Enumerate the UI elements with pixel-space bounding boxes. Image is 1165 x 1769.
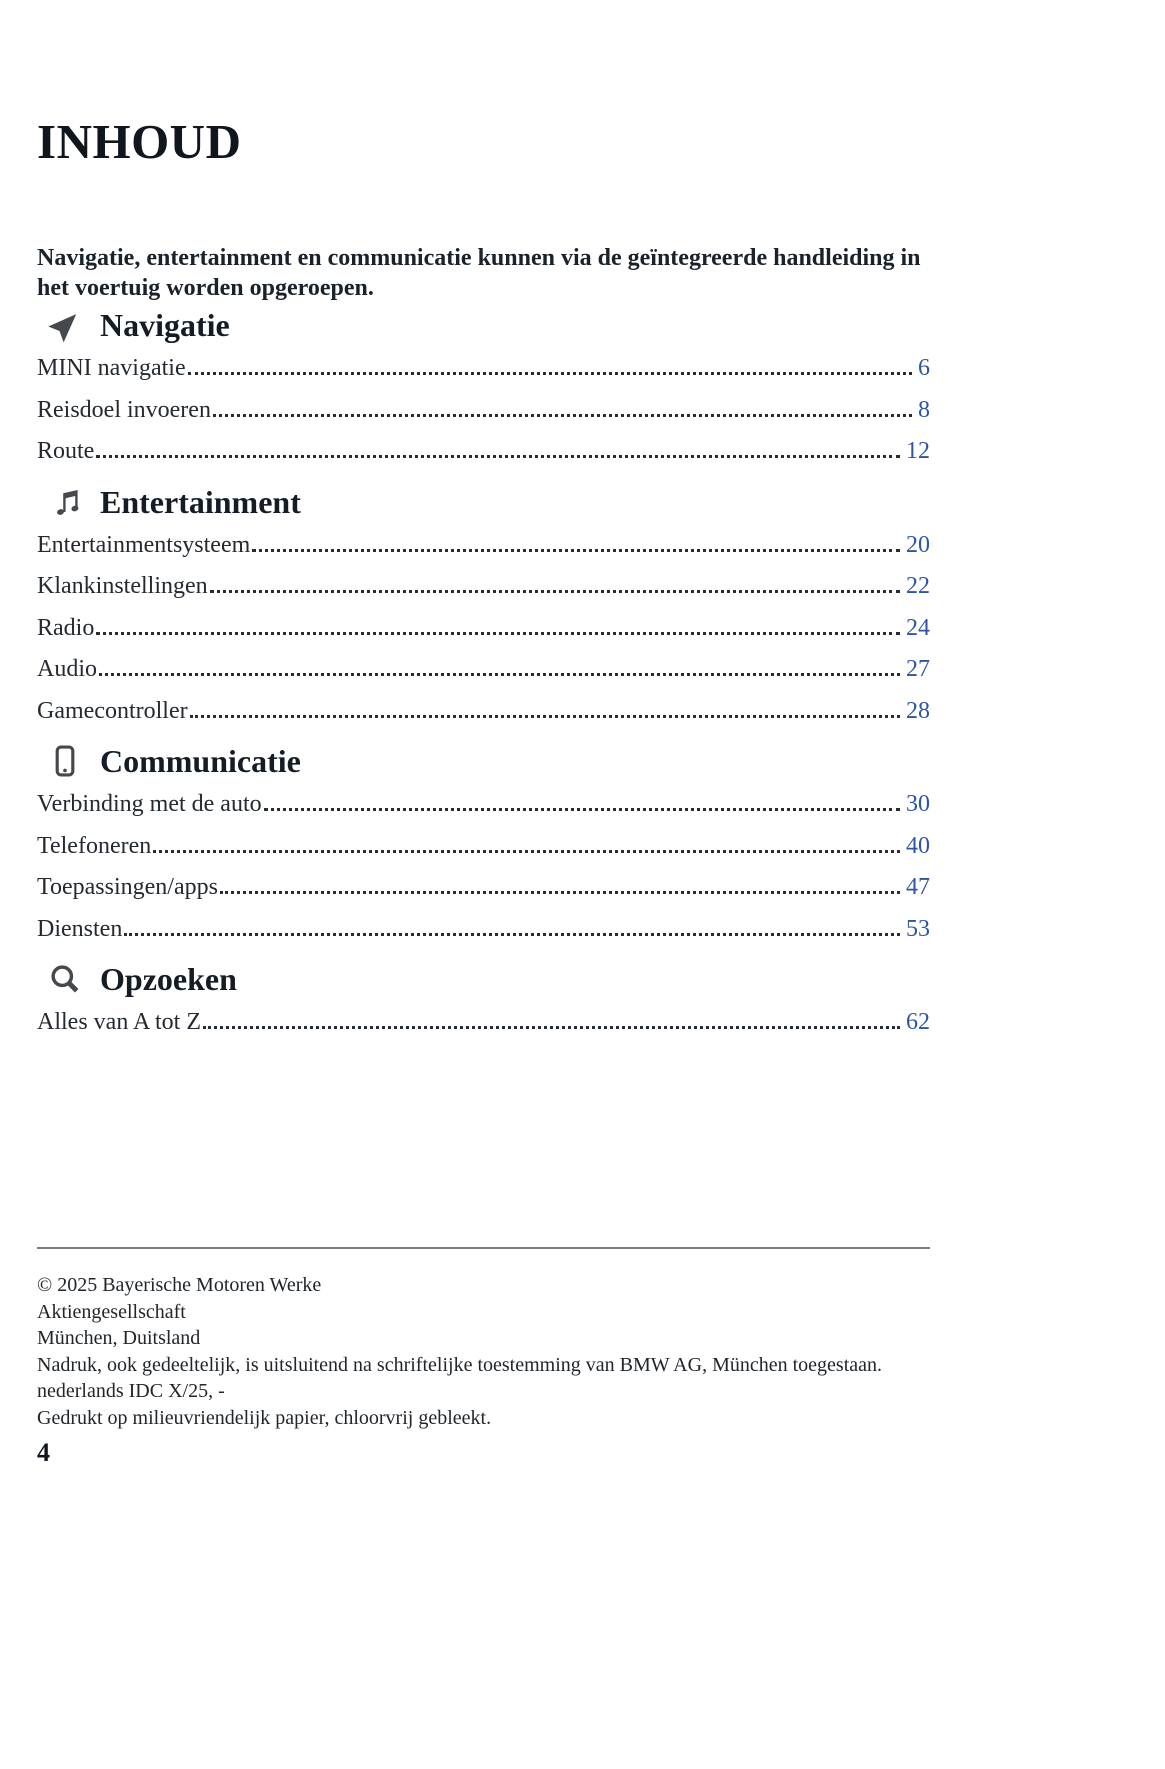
section-heading: Opzoeken xyxy=(37,957,930,1001)
toc-entry-page-number: 8 xyxy=(918,396,930,423)
toc-entry[interactable]: Reisdoel invoeren 8 xyxy=(37,397,930,439)
imprint-line: Gedrukt op milieuvriendelijk papier, chl… xyxy=(37,1406,492,1429)
toc-entry-label: Entertainmentsysteem xyxy=(37,531,251,558)
toc-entry[interactable]: Audio 27 xyxy=(37,656,930,698)
section-entries: Alles van A tot Z 62 xyxy=(37,1009,930,1051)
imprint-line: © 2025 Bayerische Motoren Werke xyxy=(37,1273,322,1296)
toc-entry-label: Telefoneren xyxy=(37,832,152,859)
toc-entry-page-number: 24 xyxy=(906,614,930,641)
toc-entry[interactable]: Radio 24 xyxy=(37,615,930,657)
dotted-leader xyxy=(153,848,900,853)
section-entries: Entertainmentsysteem 20 Klankinstellinge… xyxy=(37,532,930,740)
toc-entry-page-number: 12 xyxy=(906,438,930,465)
toc-entry-label: Alles van A tot Z xyxy=(37,1009,201,1036)
dotted-leader xyxy=(212,412,912,417)
toc-entry-page-number: 27 xyxy=(906,656,930,683)
footer-divider xyxy=(37,1246,930,1249)
dotted-leader xyxy=(96,453,900,459)
toc-entry[interactable]: Toepassingen/apps 47 xyxy=(37,874,930,916)
toc-entry-page-number: 22 xyxy=(906,573,930,600)
toc-section: Navigatie MINI navigatie 6 Reisdoel invo… xyxy=(37,303,930,480)
navigation-arrow-icon xyxy=(45,305,85,345)
toc-entry[interactable]: Entertainmentsysteem 20 xyxy=(37,532,930,574)
section-heading: Navigatie xyxy=(37,303,930,347)
dotted-leader xyxy=(263,806,900,812)
toc-entry-page-number: 6 xyxy=(918,355,930,382)
music-note-icon xyxy=(45,482,85,522)
toc-entry-label: MINI navigatie xyxy=(37,355,186,382)
toc-entry-page-number: 30 xyxy=(906,791,930,818)
toc-entry[interactable]: Verbinding met de auto 30 xyxy=(37,791,930,833)
toc-entry-page-number: 28 xyxy=(906,697,930,724)
page-title: INHOUD xyxy=(37,114,242,169)
toc-entry-page-number: 62 xyxy=(906,1009,930,1036)
section-heading: Communicatie xyxy=(37,739,930,783)
dotted-leader xyxy=(187,370,912,376)
search-icon xyxy=(45,959,85,999)
section-title: Communicatie xyxy=(100,743,301,780)
toc-section: Opzoeken Alles van A tot Z 62 xyxy=(37,957,930,1051)
toc-entry[interactable]: Alles van A tot Z 62 xyxy=(37,1009,930,1051)
toc-entry-label: Verbinding met de auto xyxy=(37,791,262,818)
toc-entry-label: Audio xyxy=(37,656,97,683)
toc-entry[interactable]: Klankinstellingen 22 xyxy=(37,573,930,615)
section-title: Navigatie xyxy=(100,307,230,344)
dotted-leader xyxy=(203,1024,900,1030)
section-entries: MINI navigatie 6 Reisdoel invoeren 8 Rou… xyxy=(37,355,930,480)
dotted-leader xyxy=(189,713,900,718)
imprint-footer: © 2025 Bayerische Motoren Werke Aktienges… xyxy=(37,1272,930,1432)
toc-entry[interactable]: Telefoneren 40 xyxy=(37,833,930,875)
section-heading: Entertainment xyxy=(37,480,930,524)
toc-entry-label: Klankinstellingen xyxy=(37,573,208,600)
imprint-line: München, Duitsland xyxy=(37,1327,201,1350)
dotted-leader xyxy=(99,671,900,677)
dotted-leader xyxy=(96,630,900,635)
manual-contents-page: INHOUD Navigatie, entertainment en commu… xyxy=(0,116,1165,1769)
section-title: Opzoeken xyxy=(100,961,237,998)
toc-section: Communicatie Verbinding met de auto 30 T… xyxy=(37,739,930,957)
toc-entry-label: Gamecontroller xyxy=(37,697,188,724)
page-number: 4 xyxy=(37,1437,50,1467)
section-entries: Verbinding met de auto 30 Telefoneren 40… xyxy=(37,791,930,957)
imprint-line: Nadruk, ook gedeeltelijk, is uitsluitend… xyxy=(37,1353,883,1376)
toc-entry-label: Toepassingen/apps xyxy=(37,874,218,901)
toc-entry[interactable]: Diensten 53 xyxy=(37,916,930,958)
toc-entry[interactable]: Gamecontroller 28 xyxy=(37,698,930,740)
toc-section: Entertainment Entertainmentsysteem 20 Kl… xyxy=(37,480,930,740)
toc-entry-label: Radio xyxy=(37,614,95,641)
intro-text: Navigatie, entertainment en communicatie… xyxy=(37,245,921,302)
toc-sections: Navigatie MINI navigatie 6 Reisdoel invo… xyxy=(37,303,930,1051)
toc-entry[interactable]: Route 12 xyxy=(37,438,930,480)
toc-entry-label: Route xyxy=(37,438,95,465)
toc-entry-page-number: 47 xyxy=(906,874,930,901)
dotted-leader xyxy=(209,588,900,594)
section-title: Entertainment xyxy=(100,483,301,520)
dotted-leader xyxy=(252,547,900,552)
toc-entry-page-number: 40 xyxy=(906,832,930,859)
toc-entry-page-number: 53 xyxy=(906,915,930,942)
toc-entry-label: Diensten xyxy=(37,915,123,942)
dotted-leader xyxy=(219,889,900,895)
dotted-leader xyxy=(124,931,900,936)
toc-entry-page-number: 20 xyxy=(906,531,930,558)
smartphone-icon xyxy=(45,741,85,781)
imprint-line: nederlands IDC X/25, - xyxy=(37,1380,225,1403)
toc-entry[interactable]: MINI navigatie 6 xyxy=(37,355,930,397)
toc-entry-label: Reisdoel invoeren xyxy=(37,396,211,423)
imprint-line: Aktiengesellschaft xyxy=(37,1300,186,1323)
